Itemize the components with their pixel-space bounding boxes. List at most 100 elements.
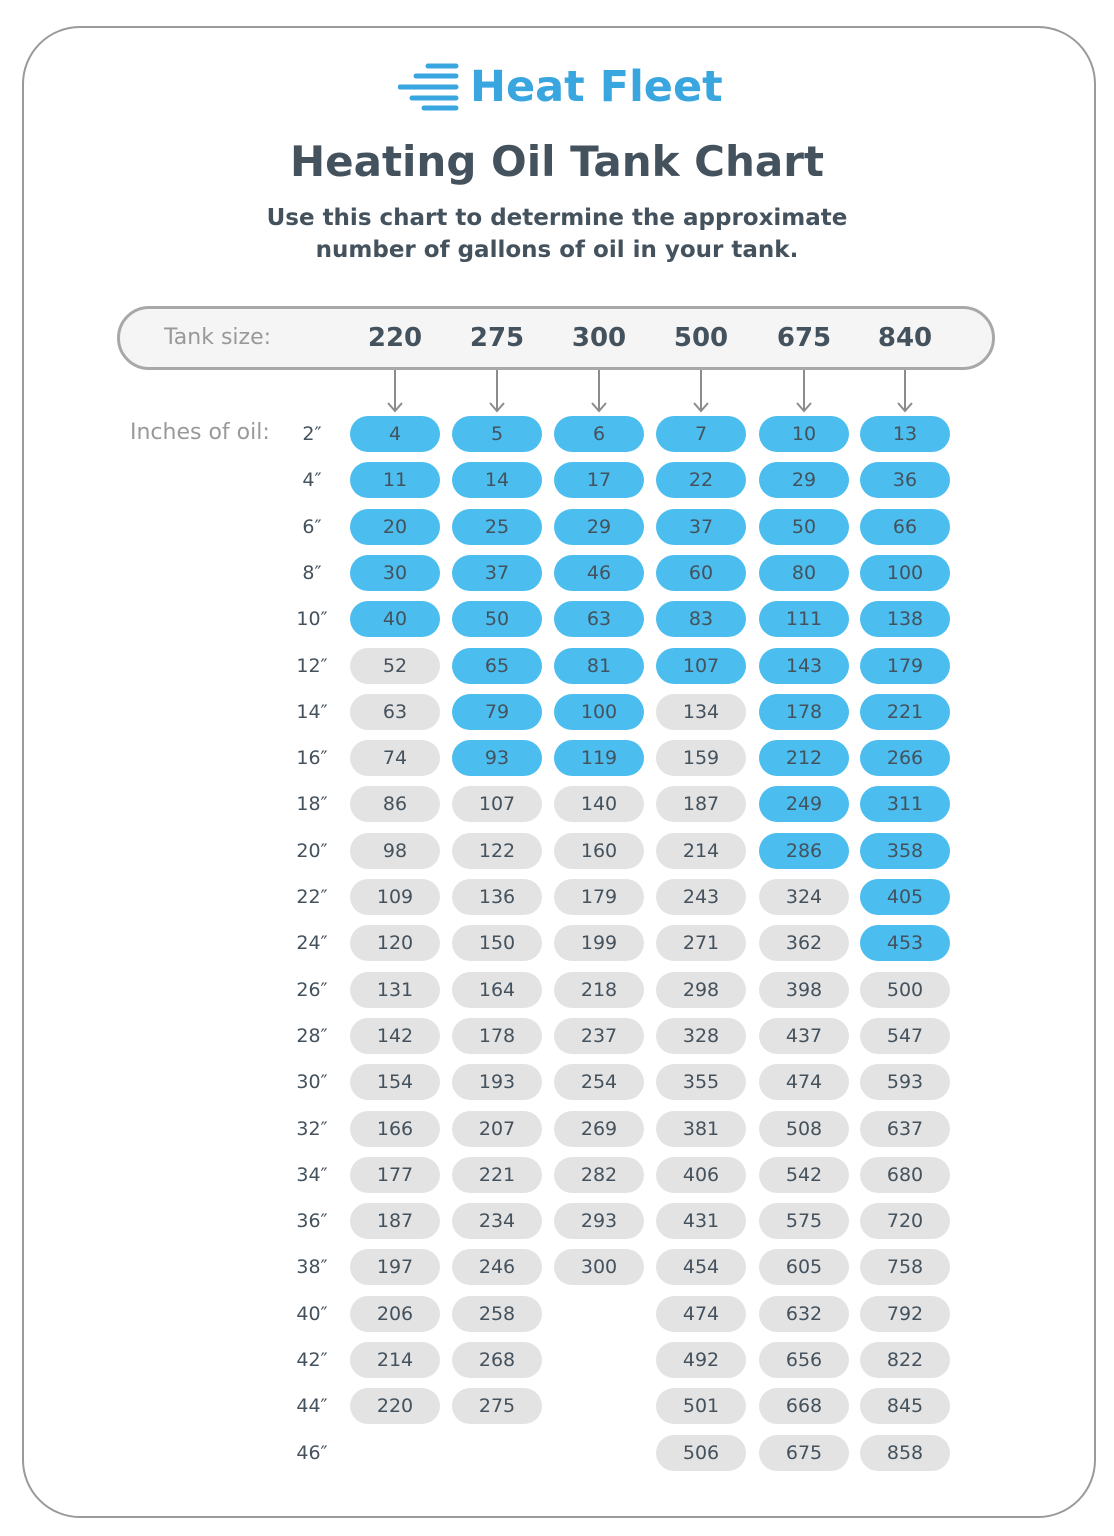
gallons-cell: 166 [350, 1111, 440, 1147]
gallons-cell: 46 [554, 555, 644, 591]
gallons-cell: 138 [860, 601, 950, 637]
row-label: 42″ [296, 1349, 328, 1371]
inches-of-oil-label: Inches of oil: [130, 420, 270, 445]
gallons-cell: 406 [656, 1157, 746, 1193]
gallons-cell: 83 [656, 601, 746, 637]
gallons-cell: 142 [350, 1018, 440, 1054]
gallons-cell: 637 [860, 1111, 950, 1147]
gallons-cell: 282 [554, 1157, 644, 1193]
gallons-cell: 249 [759, 786, 849, 822]
gallons-cell: 160 [554, 833, 644, 869]
down-arrow-icon [489, 370, 505, 413]
gallons-cell: 63 [350, 694, 440, 730]
gallons-cell: 30 [350, 555, 440, 591]
gallons-cell: 266 [860, 740, 950, 776]
gallons-cell: 80 [759, 555, 849, 591]
subtitle: Use this chart to determine the approxim… [0, 202, 1114, 266]
gallons-cell: 501 [656, 1388, 746, 1424]
gallons-cell: 10 [759, 416, 849, 452]
gallons-cell: 52 [350, 648, 440, 684]
gallons-cell: 437 [759, 1018, 849, 1054]
down-arrow-icon [897, 370, 913, 413]
gallons-cell: 214 [656, 833, 746, 869]
row-label: 10″ [296, 608, 328, 630]
gallons-cell: 506 [656, 1435, 746, 1471]
gallons-cell: 199 [554, 925, 644, 961]
gallons-cell: 74 [350, 740, 440, 776]
gallons-cell: 178 [452, 1018, 542, 1054]
gallons-cell: 22 [656, 462, 746, 498]
gallons-cell: 136 [452, 879, 542, 915]
gallons-cell: 119 [554, 740, 644, 776]
tank-size-300: 300 [571, 323, 627, 353]
gallons-cell: 500 [860, 972, 950, 1008]
row-label: 38″ [296, 1256, 328, 1278]
gallons-cell: 268 [452, 1342, 542, 1378]
gallons-cell: 237 [554, 1018, 644, 1054]
gallons-cell: 454 [656, 1249, 746, 1285]
tank-size-275: 275 [469, 323, 525, 353]
gallons-cell: 271 [656, 925, 746, 961]
gallons-cell: 6 [554, 416, 644, 452]
tank-size-840: 840 [877, 323, 933, 353]
gallons-cell: 656 [759, 1342, 849, 1378]
gallons-cell: 120 [350, 925, 440, 961]
gallons-cell: 60 [656, 555, 746, 591]
gallons-cell: 220 [350, 1388, 440, 1424]
row-label: 2″ [302, 423, 322, 445]
gallons-cell: 214 [350, 1342, 440, 1378]
gallons-cell: 134 [656, 694, 746, 730]
gallons-cell: 275 [452, 1388, 542, 1424]
gallons-cell: 605 [759, 1249, 849, 1285]
gallons-cell: 845 [860, 1388, 950, 1424]
row-label: 40″ [296, 1303, 328, 1325]
row-label: 44″ [296, 1395, 328, 1417]
gallons-cell: 680 [860, 1157, 950, 1193]
row-label: 46″ [296, 1442, 328, 1464]
gallons-cell: 122 [452, 833, 542, 869]
gallons-cell: 298 [656, 972, 746, 1008]
gallons-cell: 474 [759, 1064, 849, 1100]
gallons-cell: 221 [452, 1157, 542, 1193]
gallons-cell: 66 [860, 509, 950, 545]
gallons-cell: 358 [860, 833, 950, 869]
gallons-cell: 29 [759, 462, 849, 498]
row-label: 24″ [296, 932, 328, 954]
gallons-cell: 492 [656, 1342, 746, 1378]
gallons-cell: 207 [452, 1111, 542, 1147]
brand-name: Heat Fleet [470, 62, 723, 112]
gallons-cell: 100 [554, 694, 644, 730]
gallons-cell: 4 [350, 416, 440, 452]
gallons-cell: 300 [554, 1249, 644, 1285]
row-label: 18″ [296, 793, 328, 815]
row-label: 30″ [296, 1071, 328, 1093]
gallons-cell: 381 [656, 1111, 746, 1147]
gallons-cell: 93 [452, 740, 542, 776]
gallons-cell: 822 [860, 1342, 950, 1378]
gallons-cell: 179 [554, 879, 644, 915]
gallons-cell: 405 [860, 879, 950, 915]
tank-size-label: Tank size: [164, 325, 272, 350]
row-label: 8″ [302, 562, 322, 584]
gallons-cell: 243 [656, 879, 746, 915]
gallons-cell: 154 [350, 1064, 440, 1100]
gallons-cell: 197 [350, 1249, 440, 1285]
gallons-cell: 11 [350, 462, 440, 498]
row-label: 14″ [296, 701, 328, 723]
gallons-cell: 81 [554, 648, 644, 684]
gallons-cell: 286 [759, 833, 849, 869]
row-label: 12″ [296, 655, 328, 677]
gallons-cell: 547 [860, 1018, 950, 1054]
gallons-cell: 79 [452, 694, 542, 730]
gallons-cell: 111 [759, 601, 849, 637]
gallons-cell: 100 [860, 555, 950, 591]
gallons-cell: 164 [452, 972, 542, 1008]
gallons-cell: 36 [860, 462, 950, 498]
subtitle-line: Use this chart to determine the approxim… [266, 205, 848, 231]
row-label: 26″ [296, 979, 328, 1001]
gallons-cell: 355 [656, 1064, 746, 1100]
row-label: 36″ [296, 1210, 328, 1232]
gallons-cell: 858 [860, 1435, 950, 1471]
gallons-cell: 178 [759, 694, 849, 730]
subtitle-line: number of gallons of oil in your tank. [315, 237, 799, 263]
